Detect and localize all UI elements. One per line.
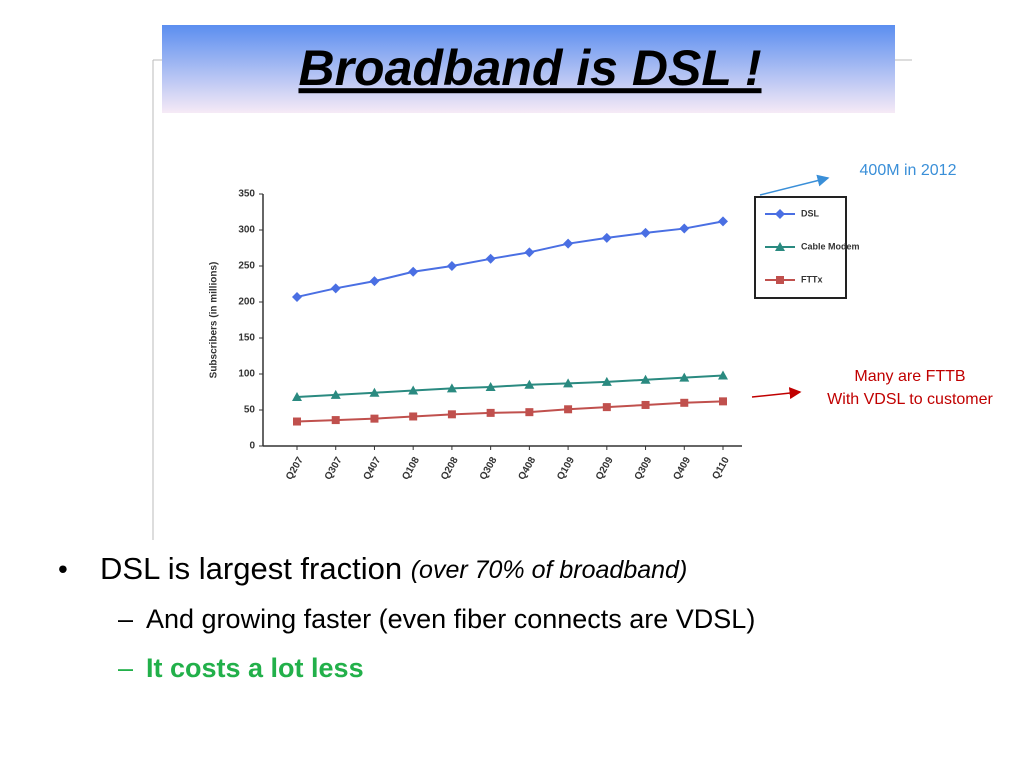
x-tick-label: Q307 <box>323 455 345 482</box>
point <box>564 405 573 414</box>
legend-label: Cable Modem <box>801 241 860 251</box>
series-line <box>296 400 724 423</box>
sub-bullet-marker: – <box>118 604 133 634</box>
bullet: DSL is largest fraction (over 70% of bro… <box>100 551 687 586</box>
point <box>330 283 341 294</box>
point <box>408 266 419 277</box>
x-tick-label: Q308 <box>478 455 500 482</box>
point <box>640 374 651 384</box>
x-tick-label: Q409 <box>671 455 693 482</box>
y-tick-label: 250 <box>238 261 255 272</box>
slide-title: Broadband is DSL ! <box>298 40 761 96</box>
point <box>680 398 689 407</box>
point <box>485 381 496 391</box>
point <box>718 216 728 227</box>
point <box>408 385 419 395</box>
x-tick-label: Q108 <box>400 455 422 482</box>
point <box>641 400 650 409</box>
x-tick-label: Q408 <box>516 455 538 482</box>
arrow <box>759 174 830 196</box>
bullet-text: DSL is largest fraction <box>100 551 402 586</box>
point <box>719 397 727 406</box>
legend-marker <box>776 276 784 284</box>
point <box>679 372 690 382</box>
point <box>409 412 418 421</box>
point <box>485 253 496 264</box>
point <box>601 376 612 386</box>
point <box>446 383 457 393</box>
annotation: 400M in 2012 <box>860 162 957 179</box>
x-tick-label: Q110 <box>710 455 732 482</box>
sub-bullet-marker: – <box>118 653 133 683</box>
legend-marker <box>775 209 785 219</box>
y-tick-label: 350 <box>238 189 255 200</box>
y-tick-label: 300 <box>238 225 255 236</box>
x-tick-label: Q407 <box>362 455 384 482</box>
y-tick-label: 0 <box>249 441 255 452</box>
point <box>292 291 302 302</box>
y-tick-label: 50 <box>244 405 256 416</box>
y-tick-label: 100 <box>238 369 255 380</box>
point <box>446 261 457 271</box>
point <box>563 238 574 249</box>
legend-label: FTTx <box>801 274 823 284</box>
bullet-marker: • <box>58 553 68 584</box>
bullet-note: (over 70% of broadband) <box>411 556 688 584</box>
x-tick-label: Q208 <box>439 455 461 482</box>
point <box>601 232 612 243</box>
point <box>718 370 728 380</box>
point <box>486 408 495 417</box>
arrow <box>751 387 802 400</box>
x-tick-label: Q109 <box>555 455 577 482</box>
x-tick-label: Q207 <box>284 455 306 482</box>
x-tick-label: Q209 <box>594 455 616 482</box>
sub-bullet: It costs a lot less <box>146 653 364 683</box>
point <box>293 417 301 426</box>
sub-bullet: And growing faster (even fiber connects … <box>146 604 755 634</box>
point <box>331 416 340 425</box>
point <box>524 247 535 258</box>
point <box>524 379 535 389</box>
x-tick-label: Q309 <box>633 455 655 482</box>
title-box <box>162 25 895 113</box>
y-axis-label: Subscribers (in millions) <box>209 262 220 379</box>
annotation: Many are FTTB <box>854 368 965 385</box>
legend-marker <box>775 242 785 251</box>
y-tick-label: 200 <box>238 297 255 308</box>
y-tick-label: 150 <box>238 333 255 344</box>
series-line <box>296 374 724 399</box>
point <box>292 392 302 402</box>
point <box>370 414 379 423</box>
point <box>447 410 456 419</box>
point <box>330 389 341 399</box>
point <box>369 387 380 397</box>
point <box>679 223 690 234</box>
point <box>525 408 534 417</box>
point <box>602 403 611 412</box>
annotation: With VDSL to customer <box>827 391 993 408</box>
point <box>369 276 380 287</box>
series-line <box>296 220 724 298</box>
point <box>640 227 651 238</box>
point <box>563 378 574 388</box>
legend-label: DSL <box>801 208 820 218</box>
